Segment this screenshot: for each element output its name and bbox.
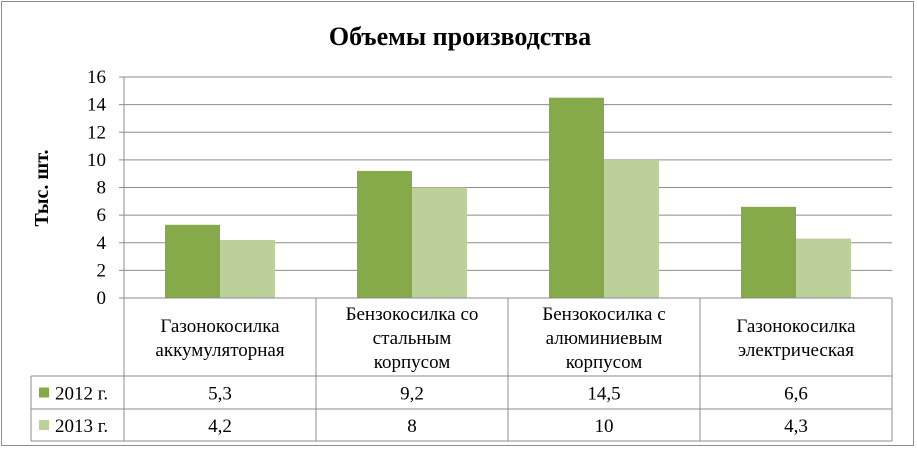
y-tick-label: 4 [97, 233, 107, 254]
y-tick-label: 12 [87, 122, 106, 143]
x-tick-label: Газонокосилка аккумуляторная [155, 316, 284, 361]
bar-series2 [220, 239, 275, 298]
x-tick-label: Газонокосилка электрическая [736, 316, 856, 361]
y-tick-label: 14 [87, 95, 107, 116]
axes: 0 2 4 6 8 10 12 14 16 [87, 67, 125, 309]
y-axis-label: Тыс. шт. [31, 149, 53, 226]
bar-series1 [357, 170, 412, 298]
bar-series1 [549, 97, 604, 298]
bar-series1 [165, 224, 220, 298]
legend-key [39, 387, 49, 398]
data-value-label: 14,5 [587, 384, 620, 405]
bar-series2 [796, 238, 851, 298]
legend-label: 2012 г. [55, 384, 108, 405]
bar-series1 [741, 206, 796, 298]
data-value-label: 4,2 [208, 416, 232, 437]
y-tick-label: 16 [87, 67, 106, 88]
data-value-label: 9,2 [400, 384, 424, 405]
data-value-label: 10 [595, 416, 614, 437]
y-tick-label: 2 [97, 260, 107, 281]
y-tick-label: 0 [97, 288, 107, 309]
legend-key [39, 420, 49, 430]
y-tick-label: 6 [97, 205, 107, 226]
x-tick-label: Бензокосилка со стальным корпусом [346, 304, 479, 373]
data-value-label: 6,6 [784, 384, 808, 405]
bar-series2 [604, 159, 659, 298]
data-value-label: 8 [407, 416, 417, 437]
data-value-label: 4,3 [784, 416, 808, 437]
bars [165, 97, 851, 298]
chart-title: Объемы производства [329, 22, 591, 51]
y-tick-label: 10 [87, 150, 106, 171]
x-tick-label: Бензокосилка с алюминиевым корпусом [542, 304, 665, 373]
y-tick-label: 8 [97, 178, 107, 199]
data-table: Газонокосилка аккумуляторная Бензокосилка … [30, 297, 893, 442]
legend-label: 2013 г. [55, 416, 108, 437]
bar-series2 [412, 187, 467, 298]
data-value-label: 5,3 [208, 384, 232, 405]
